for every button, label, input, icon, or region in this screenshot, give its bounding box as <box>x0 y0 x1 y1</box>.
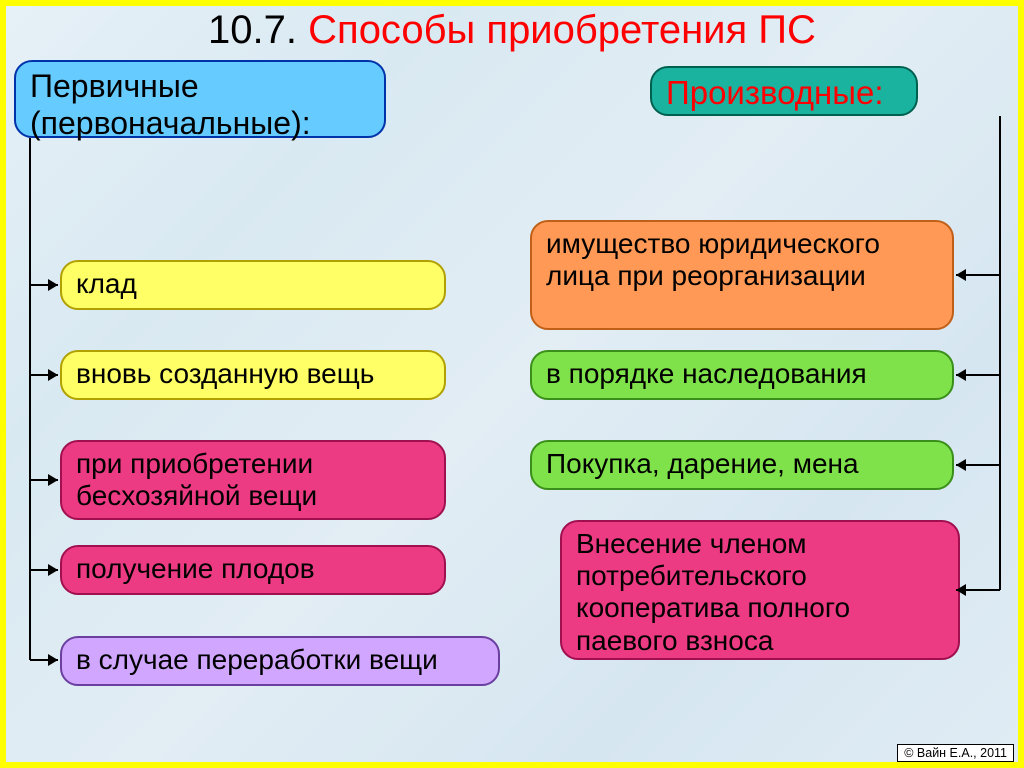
left-item-2: при приобретении бесхозяйной вещи <box>60 440 446 520</box>
left-item-label-3: получение плодов <box>76 553 315 584</box>
left-header: Первичные (первоначальные): <box>14 60 386 138</box>
right-item-label-0: имущество юридического лица при реоргани… <box>546 228 880 291</box>
slide-title: 10.7. Способы приобретения ПС <box>0 8 1024 53</box>
left-item-label-1: вновь созданную вещь <box>76 358 374 389</box>
title-number: 10.7. <box>208 8 297 52</box>
right-item-1: в порядке наследования <box>530 350 954 400</box>
left-item-label-0: клад <box>76 268 137 299</box>
right-item-0: имущество юридического лица при реоргани… <box>530 220 954 330</box>
right-item-label-2: Покупка, дарение, мена <box>546 448 859 479</box>
left-item-4: в случае переработки вещи <box>60 636 500 686</box>
copyright: © Вайн Е.А., 2011 <box>897 744 1014 762</box>
title-text: Способы приобретения ПС <box>308 8 816 52</box>
right-item-label-1: в порядке наследования <box>546 358 867 389</box>
right-item-2: Покупка, дарение, мена <box>530 440 954 490</box>
right-item-label-3: Внесение членом потребительского коопера… <box>576 528 850 656</box>
left-item-0: клад <box>60 260 446 310</box>
left-header-label: Первичные (первоначальные): <box>30 68 311 141</box>
left-item-3: получение плодов <box>60 545 446 595</box>
slide: 10.7. Способы приобретения ПС Первичные … <box>0 0 1024 768</box>
right-header: Производные: <box>650 66 918 116</box>
left-item-label-2: при приобретении бесхозяйной вещи <box>76 448 317 511</box>
right-item-3: Внесение членом потребительского коопера… <box>560 520 960 660</box>
left-item-label-4: в случае переработки вещи <box>76 644 438 675</box>
right-header-label: Производные: <box>666 74 884 111</box>
left-item-1: вновь созданную вещь <box>60 350 446 400</box>
copyright-text: © Вайн Е.А., 2011 <box>904 746 1007 760</box>
